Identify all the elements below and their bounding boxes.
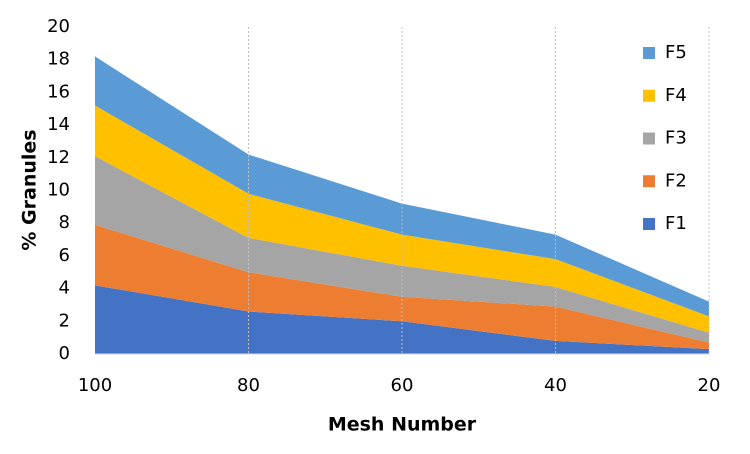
legend-label: F3 [665,128,687,149]
y-tick-label: 6 [59,245,70,266]
legend-swatch [643,47,655,59]
y-axis-title: % Granules [19,129,41,250]
y-tick-label: 10 [47,180,70,201]
x-tick-label: 60 [391,375,414,396]
legend-swatch [643,218,655,230]
x-tick-label: 20 [698,375,721,396]
legend-label: F5 [665,42,687,63]
legend-swatch [643,132,655,145]
legend-swatch [643,175,655,188]
y-tick-label: 14 [47,114,70,135]
x-tick-label: 80 [237,375,260,396]
y-tick-label: 4 [59,278,70,299]
y-tick-label: 16 [47,81,70,102]
y-tick-label: 12 [47,147,70,168]
legend-label: F1 [665,213,687,234]
legend-swatch [643,89,655,102]
legend-label: F2 [665,170,687,191]
y-tick-label: 0 [59,343,70,364]
y-tick-label: 18 [47,49,70,70]
x-tick-label: 100 [78,375,112,396]
area [95,224,709,350]
y-tick-label: 2 [59,310,70,331]
y-tick-label: 20 [47,16,70,37]
y-tick-label: 8 [59,212,70,233]
x-axis-title: Mesh Number [328,414,477,436]
legend-label: F4 [665,85,687,106]
x-tick-label: 40 [544,375,567,396]
